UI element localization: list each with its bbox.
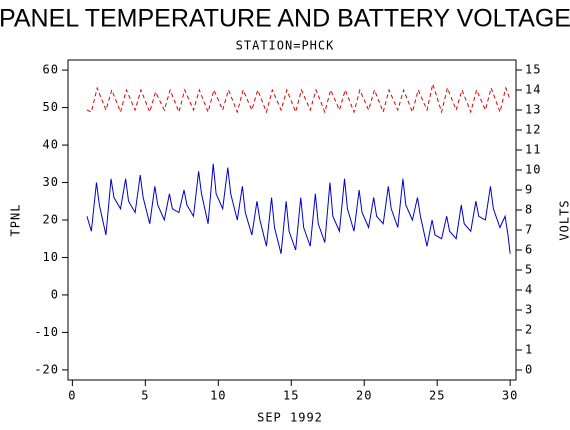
y-axis-label: TPNL (9, 204, 23, 237)
y2-tick-label: 0 (525, 363, 533, 377)
y2-tick-label: 12 (525, 123, 541, 137)
y2-tick-label: 14 (525, 83, 541, 97)
y-tick-label: 50 (43, 100, 59, 114)
y-tick-label: 30 (43, 175, 59, 189)
y2-tick-label: 2 (525, 323, 533, 337)
y2-tick-label: 6 (525, 243, 533, 257)
y2-tick-label: 3 (525, 303, 533, 317)
y2-tick-label: 5 (525, 263, 533, 277)
y-tick-label: 40 (43, 138, 59, 152)
y-tick-label: 60 (43, 63, 59, 77)
y2-tick-label: 10 (525, 163, 541, 177)
x-tick-label: 0 (68, 389, 76, 403)
x-axis-label: SEP 1992 (257, 411, 323, 425)
y-tick-label: 0 (51, 287, 59, 301)
y2-tick-label: 15 (525, 63, 541, 77)
y2-tick-label: 13 (525, 103, 541, 117)
y2-tick-label: 9 (525, 183, 533, 197)
y2-tick-label: 8 (525, 203, 533, 217)
x-tick-label: 25 (429, 389, 445, 403)
x-tick-label: 10 (210, 389, 226, 403)
x-tick-label: 20 (356, 389, 372, 403)
y2-axis-label: VOLTS (558, 199, 570, 240)
series-line (86, 163, 511, 254)
y2-tick-label: 7 (525, 223, 533, 237)
x-tick-label: 5 (141, 389, 149, 403)
y-tick-label: 20 (43, 213, 59, 227)
x-tick-label: 30 (502, 389, 518, 403)
chart-subtitle: STATION=PHCK (236, 39, 335, 53)
y2-tick-label: 11 (525, 143, 541, 157)
y-tick-label: -20 (34, 362, 59, 376)
y-tick-label: -10 (34, 325, 59, 339)
plot-frame (67, 59, 517, 381)
y2-tick-label: 1 (525, 343, 533, 357)
series-line (86, 82, 511, 114)
x-tick-label: 15 (283, 389, 299, 403)
y-tick-label: 10 (43, 250, 59, 264)
y2-tick-label: 4 (525, 283, 533, 297)
chart-title: PANEL TEMPERATURE AND BATTERY VOLTAGE (0, 5, 570, 33)
